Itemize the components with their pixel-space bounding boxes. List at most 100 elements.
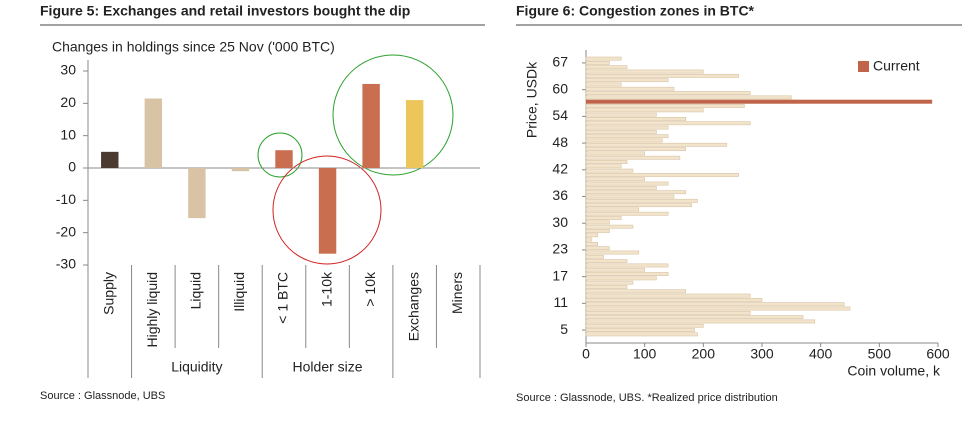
bar — [585, 306, 851, 311]
bar — [585, 155, 681, 160]
bar — [585, 246, 610, 251]
legend-swatch — [858, 61, 869, 72]
bar — [231, 168, 250, 172]
bar — [585, 173, 739, 177]
bar — [585, 91, 751, 96]
bar — [585, 203, 692, 208]
annotation-circle — [272, 155, 382, 265]
x-tick-label: Liquid — [188, 272, 204, 309]
bar — [585, 121, 751, 126]
group-label: Liquidity — [171, 359, 222, 375]
bar — [585, 78, 669, 83]
bar — [585, 220, 610, 225]
bar — [585, 207, 640, 212]
bar — [585, 289, 687, 294]
annotation-circle — [257, 132, 303, 178]
bar — [101, 151, 119, 168]
bar — [585, 138, 663, 143]
source: Source : Glassnode, UBS. *Realized price… — [516, 392, 778, 404]
y-axis-title: Price, USDk — [524, 61, 540, 138]
bar — [585, 194, 675, 199]
y-tick-label: 30 — [552, 214, 568, 230]
bar — [585, 224, 634, 229]
annotation-circle — [332, 54, 454, 176]
bar — [585, 104, 745, 108]
bar — [585, 185, 657, 190]
bar — [585, 263, 669, 268]
bar — [585, 198, 698, 203]
y-tick-label: -20 — [56, 223, 76, 239]
x-tick-label: 0 — [582, 346, 590, 362]
x-tick-label: 100 — [633, 346, 657, 362]
bar — [585, 285, 628, 289]
y-tick-label: 67 — [552, 54, 568, 70]
bar — [585, 267, 645, 272]
x-tick-label: 600 — [926, 346, 950, 362]
y-tick-label: 48 — [552, 134, 568, 150]
y-tick-label: 0 — [68, 159, 76, 175]
bar — [585, 142, 728, 147]
y-tick-label: 42 — [552, 160, 568, 176]
y-tick-label: 11 — [553, 294, 568, 310]
x-tick-label: < 1 BTC — [275, 272, 291, 324]
y-axis-title: Changes in holdings since 25 Nov ('000 B… — [52, 39, 335, 55]
x-tick-label: > 10k — [362, 271, 378, 307]
bar — [585, 237, 593, 242]
x-axis-title: Coin volume, k — [847, 363, 941, 379]
bar — [585, 233, 599, 238]
bar — [585, 134, 669, 139]
bar — [585, 241, 599, 246]
y-tick-label: 54 — [552, 107, 568, 123]
y-tick-label: -30 — [56, 256, 76, 272]
x-tick-label: Miners — [449, 272, 465, 314]
bar — [585, 216, 622, 220]
x-tick-label: Illiquid — [231, 272, 247, 312]
bar — [275, 150, 293, 168]
x-tick-label: Exchanges — [405, 272, 421, 341]
x-tick-label: 1-10k — [318, 271, 334, 307]
bar — [585, 272, 669, 276]
y-tick-label: 23 — [552, 241, 568, 257]
bar — [585, 332, 698, 337]
bar — [585, 61, 610, 65]
x-tick-label: Highly liquid — [144, 272, 160, 347]
bar — [585, 125, 669, 130]
bar — [585, 177, 645, 182]
bar — [585, 117, 687, 121]
legend-label: Current — [873, 58, 920, 74]
bar — [585, 82, 622, 87]
bar — [585, 297, 763, 302]
y-tick-label: 60 — [552, 80, 568, 96]
bar — [144, 98, 163, 168]
bar — [585, 73, 739, 78]
y-tick-label: 30 — [60, 62, 76, 78]
group-label: Holder size — [293, 359, 363, 375]
y-tick-label: -10 — [56, 191, 76, 207]
bar — [188, 168, 206, 219]
bar — [585, 328, 695, 332]
bar — [585, 190, 687, 195]
bar — [585, 323, 704, 328]
y-tick-label: 36 — [552, 187, 568, 203]
x-tick-label: 400 — [809, 346, 833, 362]
bar — [318, 168, 337, 254]
bar — [405, 100, 424, 168]
x-tick-label: 200 — [692, 346, 716, 362]
bar — [585, 95, 792, 100]
bar — [585, 319, 816, 324]
bar — [585, 211, 669, 216]
bar — [585, 65, 628, 70]
x-tick-label: 300 — [750, 346, 774, 362]
y-tick-label: 20 — [60, 94, 76, 110]
bar — [585, 181, 669, 186]
y-tick-label: 5 — [560, 321, 568, 337]
chart-title: Figure 5: Exchanges and retail investors… — [40, 3, 410, 19]
bar — [585, 56, 622, 61]
bar — [585, 147, 687, 152]
current-bar — [586, 99, 933, 104]
source: Source : Glassnode, UBS — [40, 390, 165, 402]
bar — [585, 310, 751, 315]
bar — [585, 276, 657, 281]
chart-title: Figure 6: Congestion zones in BTC* — [516, 3, 755, 19]
